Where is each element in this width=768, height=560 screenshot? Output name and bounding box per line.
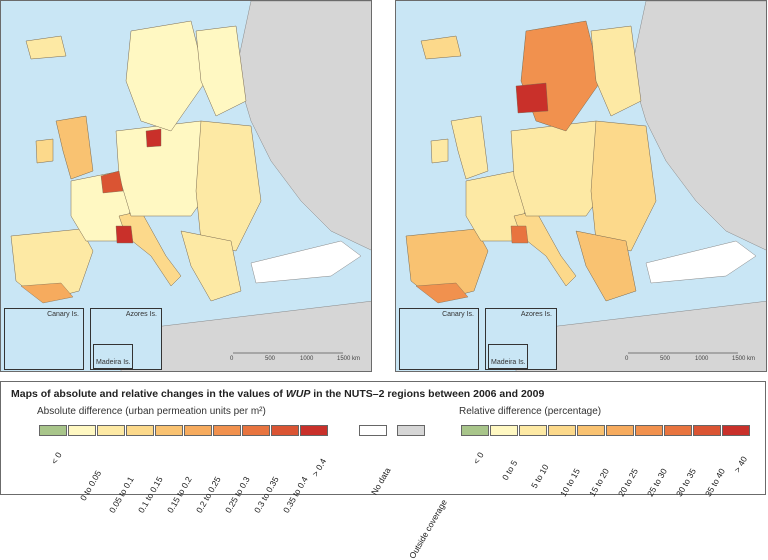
absolute-swatch-0 <box>39 425 67 436</box>
madeira-label: Madeira Is. <box>96 359 131 366</box>
relative-label-3: 10 to 15 <box>558 466 583 499</box>
relative-swatch-9 <box>722 425 750 436</box>
outside-coverage-label: Outside coverage <box>407 497 449 560</box>
madeira-label: Madeira Is. <box>491 359 526 366</box>
canary-inset: Canary Is. <box>4 308 84 370</box>
no-data-swatch <box>359 425 387 436</box>
canary-label: Canary Is. <box>442 311 474 318</box>
relative-swatch-1 <box>490 425 518 436</box>
scale-zero: 0 <box>625 356 629 362</box>
scale-max: 1000 <box>300 356 314 362</box>
absolute-label-1: 0 to 0.05 <box>78 468 104 503</box>
relative-swatch-3 <box>548 425 576 436</box>
no-data-label: No data <box>369 465 393 497</box>
absolute-label-7: 0.3 to 0.35 <box>252 474 281 515</box>
azores-label: Azores Is. <box>125 311 157 318</box>
absolute-swatch-1 <box>68 425 96 436</box>
relative-swatch-2 <box>519 425 547 436</box>
absolute-label-4: 0.15 to 0.2 <box>165 474 194 515</box>
absolute-swatch-3 <box>126 425 154 436</box>
europe-map-absolute <box>10 1 371 371</box>
legend-title: Maps of absolute and relative changes in… <box>11 388 544 400</box>
relative-legend-title: Relative difference (percentage) <box>459 406 602 417</box>
relative-swatch-6 <box>635 425 663 436</box>
canary-label: Canary Is. <box>47 311 79 318</box>
relative-label-7: 30 to 35 <box>674 466 699 499</box>
absolute-label-6: 0.25 to 0.3 <box>223 474 252 515</box>
azores-inset: Azores Is. Madeira Is. <box>90 308 162 370</box>
scale-max: 1000 <box>695 356 709 362</box>
canary-inset: Canary Is. <box>399 308 479 370</box>
scale-mid: 500 <box>265 356 276 362</box>
absolute-swatch-2 <box>97 425 125 436</box>
scale-mid: 500 <box>660 356 671 362</box>
relative-label-2: 5 to 10 <box>529 462 551 491</box>
absolute-label-5: 0.2 to 0.25 <box>194 474 223 515</box>
absolute-swatch-7 <box>242 425 270 436</box>
outside-coverage-swatch <box>397 425 425 436</box>
legend-panel: Maps of absolute and relative changes in… <box>0 381 766 560</box>
legend-title-em: WUP <box>285 388 311 400</box>
relative-difference-map: Canary Is. Azores Is. Madeira Is. 0 500 … <box>395 0 767 372</box>
relative-label-5: 20 to 25 <box>616 466 641 499</box>
absolute-swatch-9 <box>300 425 328 436</box>
absolute-swatch-4 <box>155 425 183 436</box>
azores-inset: Azores Is. Madeira Is. <box>485 308 557 370</box>
relative-label-8: 35 to 40 <box>703 466 728 499</box>
madeira-inset: Madeira Is. <box>488 344 528 369</box>
absolute-difference-map: Canary Is. Azores Is. Madeira Is. 0 500 … <box>0 0 372 372</box>
relative-label-0: < 0 <box>471 450 486 466</box>
absolute-label-9: > 0.4 <box>310 456 329 479</box>
absolute-label-3: 0.1 to 0.15 <box>136 474 165 515</box>
relative-label-9: > 40 <box>732 454 750 475</box>
scale-end: 1500 km <box>337 356 361 362</box>
scale-end: 1500 km <box>732 356 756 362</box>
absolute-swatch-6 <box>213 425 241 436</box>
relative-label-1: 0 to 5 <box>500 458 520 482</box>
relative-swatch-0 <box>461 425 489 436</box>
absolute-label-0: < 0 <box>49 450 64 466</box>
europe-map-relative <box>405 1 766 371</box>
legend-title-prefix: Maps of absolute and relative changes in… <box>11 388 286 400</box>
absolute-swatch-5 <box>184 425 212 436</box>
relative-swatch-7 <box>664 425 692 436</box>
relative-label-4: 15 to 20 <box>587 466 612 499</box>
relative-swatch-8 <box>693 425 721 436</box>
absolute-swatch-8 <box>271 425 299 436</box>
absolute-label-2: 0.05 to 0.1 <box>107 474 136 515</box>
absolute-legend-title: Absolute difference (urban permeation un… <box>37 406 266 417</box>
scale-zero: 0 <box>230 356 234 362</box>
legend-title-suffix: in the NUTS–2 regions between 2006 and 2… <box>310 388 545 400</box>
relative-swatch-5 <box>606 425 634 436</box>
azores-label: Azores Is. <box>520 311 552 318</box>
relative-swatch-4 <box>577 425 605 436</box>
madeira-inset: Madeira Is. <box>93 344 133 369</box>
absolute-label-8: 0.35 to 0.4 <box>281 474 310 515</box>
relative-label-6: 25 to 30 <box>645 466 670 499</box>
